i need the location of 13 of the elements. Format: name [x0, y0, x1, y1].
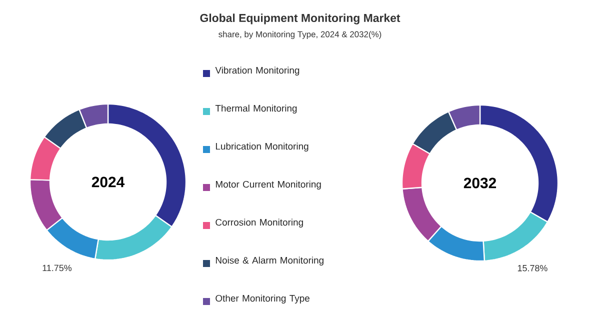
legend-label: Other Monitoring Type	[216, 294, 310, 304]
legend-label: Motor Current Monitoring	[216, 180, 321, 190]
data-label: 11.75%	[42, 264, 72, 272]
slice-label: 2024	[92, 176, 125, 188]
data-label: 15.78%	[518, 264, 548, 272]
slice-label: 2032	[464, 178, 496, 188]
chart-title: Global Equipment Monitoring Market	[200, 14, 400, 24]
legend-label: Noise & Alarm Monitoring	[216, 256, 324, 266]
chart-subtitle: share, by Monitoring Type, 2024 & 2032(%)	[218, 31, 382, 39]
legend-label: Corrosion Monitoring	[216, 218, 303, 228]
legend-label: Thermal Monitoring	[215, 104, 297, 114]
legend-label: Lubrication Monitoring	[216, 142, 308, 152]
legend-label: Vibration Monitoring	[215, 66, 300, 76]
